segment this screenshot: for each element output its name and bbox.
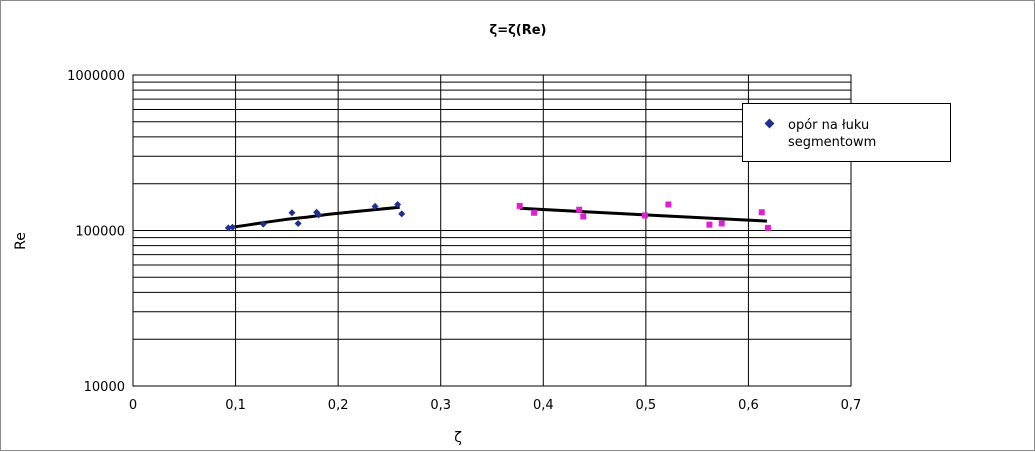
grid <box>132 75 852 387</box>
y-tick-label: 10000 <box>84 380 125 395</box>
data-point-diamond <box>315 211 323 219</box>
x-tick-label: 0,1 <box>225 398 246 413</box>
x-tick-label: 0,2 <box>328 398 349 413</box>
data-point-square <box>576 206 583 213</box>
data-point-square <box>531 209 538 216</box>
x-tick-label: 0 <box>129 398 137 413</box>
plot-border <box>132 74 852 387</box>
legend-label: opór na łuku segmentowm <box>788 118 877 150</box>
chart-title: ζ=ζ(Re) <box>490 23 547 38</box>
trendline <box>519 206 767 223</box>
data-point-square <box>580 213 587 220</box>
x-tick-label: 0,6 <box>738 398 759 413</box>
tick-labels: 0 0,1 0,2 0,3 0,4 0,5 0,6 0,7 10000 100000 1000000 <box>67 69 861 413</box>
y-tick-label: 100000 <box>75 225 125 240</box>
data-point-diamond <box>394 200 402 208</box>
data-point-diamond <box>228 223 236 231</box>
x-axis-label: ζ <box>454 430 462 446</box>
data-point-square <box>758 209 765 216</box>
trendline <box>227 205 400 230</box>
x-tick-label: 0,4 <box>533 398 554 413</box>
legend-diamond-icon <box>764 118 775 129</box>
x-tick-label: 0,7 <box>841 398 862 413</box>
y-tick-label: 1000000 <box>67 69 125 84</box>
x-tick-label: 0,5 <box>636 398 657 413</box>
legend: opór na łuku segmentowm <box>742 103 951 162</box>
data-point-square <box>706 221 713 228</box>
data-point-square <box>718 220 725 227</box>
data-point-diamond <box>259 220 267 228</box>
trendlines <box>227 205 767 230</box>
data-point-diamond <box>371 202 379 210</box>
data-point-square <box>516 202 523 209</box>
data-point-diamond <box>294 219 302 227</box>
data-point-diamond <box>398 210 406 218</box>
data-point-diamond <box>288 209 296 217</box>
data-point-square <box>641 212 648 219</box>
data-point-square <box>764 224 771 231</box>
data-point-square <box>665 201 672 208</box>
y-axis-label: Re <box>13 232 29 250</box>
data-points <box>224 200 771 232</box>
x-tick-label: 0,3 <box>430 398 451 413</box>
